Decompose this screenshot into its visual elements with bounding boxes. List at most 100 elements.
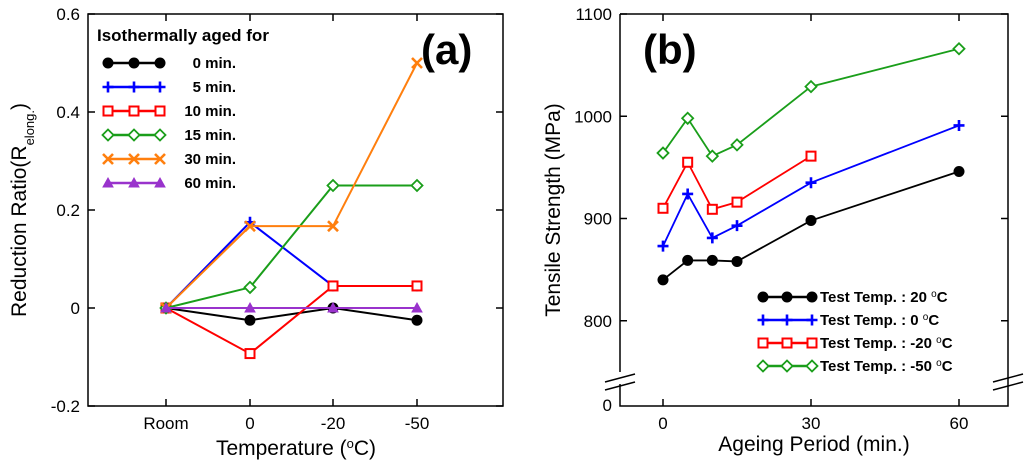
legend-label-b: Test Temp. : -20 oC xyxy=(820,335,953,353)
plot-frame-b xyxy=(619,13,1009,407)
data-point-a xyxy=(411,314,423,326)
data-point-b xyxy=(805,177,817,189)
panel-b: (b) 1100 1000 900 800 0 0 30 60 Ageing Period … xyxy=(542,5,1024,456)
legend-marker-b xyxy=(781,337,793,349)
x-tick-label-b: 30 xyxy=(802,414,821,433)
data-point-b xyxy=(730,138,744,152)
legend-marker-a xyxy=(154,57,166,69)
legend-marker-b xyxy=(756,359,770,373)
data-point-a xyxy=(244,301,256,313)
legend-marker-b xyxy=(780,359,794,373)
legend-marker-a xyxy=(102,57,114,69)
series-line-a xyxy=(165,184,417,309)
legend-marker-b xyxy=(781,291,793,303)
legend-marker-a xyxy=(102,105,114,117)
legend-marker-b xyxy=(757,291,769,303)
legend-marker-b xyxy=(806,314,818,326)
data-point-b xyxy=(731,196,743,208)
x-tick-label-b: 0 xyxy=(658,414,667,433)
y-axis-label-a: Reduction Ratio(Relong.) xyxy=(8,103,37,317)
y-tick-label-b: 900 xyxy=(584,210,612,229)
data-point-a xyxy=(327,280,339,292)
data-point-a xyxy=(411,280,423,292)
series-line-b xyxy=(662,124,960,247)
legend-marker-b xyxy=(757,314,769,326)
legend-marker-a xyxy=(102,153,114,165)
y-tick-label-a: -0.2 xyxy=(51,397,80,416)
data-point-b xyxy=(706,232,718,244)
data-point-b xyxy=(952,41,966,56)
legend-label-a: 15 min. xyxy=(184,127,236,144)
legend-marker-b xyxy=(806,291,818,303)
legend-label-a: 30 min. xyxy=(184,151,236,168)
x-axis-label-b: Ageing Period (min.) xyxy=(718,433,909,456)
data-point-a xyxy=(244,314,256,326)
x-tick-label-a: -50 xyxy=(405,414,430,433)
data-point-a xyxy=(243,280,257,295)
legend-label-a: 0 min. xyxy=(193,55,236,72)
data-point-b xyxy=(953,165,965,177)
data-point-b xyxy=(682,188,694,200)
series-line-a xyxy=(165,284,417,355)
data-point-b xyxy=(731,255,743,267)
panel-a: (a) 0.6 0.4 0.2 0 -0.2 Room 0 -20 -50 Temperatu… xyxy=(8,5,504,461)
data-point-b xyxy=(705,149,720,163)
data-point-b xyxy=(804,79,818,94)
data-point-a xyxy=(410,178,424,193)
legend-marker-a xyxy=(101,128,115,142)
panel-label-b: (b) xyxy=(643,26,697,73)
legend-marker-b xyxy=(806,337,818,349)
legend-title-a: Isothermally aged for xyxy=(97,26,269,45)
series-line-a xyxy=(165,306,418,322)
legend-label-b: Test Temp. : 0 oC xyxy=(820,312,939,330)
data-point-a xyxy=(244,220,256,233)
data-point-b xyxy=(656,146,670,160)
legend-marker-a xyxy=(154,105,166,117)
axis-break-marks xyxy=(604,373,1024,391)
panel-label-a: (a) xyxy=(421,26,472,73)
y-tick-label-a: 0.2 xyxy=(56,201,80,220)
legend-label-b: Test Temp. : 20 oC xyxy=(820,289,948,307)
x-tick-label-a: 0 xyxy=(245,414,254,433)
data-point-b xyxy=(953,119,965,131)
y-tick-label-b-break: 0 xyxy=(603,396,612,415)
legend-label-a: 5 min. xyxy=(193,79,236,96)
data-point-b xyxy=(805,215,817,227)
legend-marker-a xyxy=(102,176,114,188)
legend-marker-a xyxy=(154,176,166,188)
data-point-b xyxy=(706,254,718,266)
y-tick-label-a: 0.6 xyxy=(56,5,80,24)
data-point-b xyxy=(657,240,669,252)
data-point-b xyxy=(657,274,669,286)
legend-marker-a xyxy=(128,153,140,165)
y-tick-label-a: 0 xyxy=(71,299,80,318)
legend-label-a: 10 min. xyxy=(184,103,236,120)
x-tick-label-a: -20 xyxy=(321,414,346,433)
legend-marker-a xyxy=(153,128,167,142)
legend-label-b: Test Temp. : -50 oC xyxy=(820,358,953,376)
x-axis-label-a: Temperature (oC) xyxy=(216,436,376,461)
data-point-a xyxy=(411,57,423,69)
y-tick-label-b: 800 xyxy=(584,312,612,331)
data-point-a xyxy=(327,301,339,313)
series-line-a xyxy=(165,62,418,309)
legend-marker-a xyxy=(128,57,140,69)
data-point-a xyxy=(160,301,172,313)
x-tick-label-a: Room xyxy=(143,414,188,433)
data-point-b xyxy=(657,202,669,214)
legend-marker-b xyxy=(757,337,769,349)
data-point-a xyxy=(411,301,423,313)
legend-marker-b xyxy=(781,314,793,326)
legend-marker-a xyxy=(128,176,140,188)
legend-marker-a xyxy=(102,81,114,93)
y-tick-label-b: 1100 xyxy=(575,5,612,24)
series-line-b xyxy=(662,47,960,158)
legend-marker-a xyxy=(154,81,166,93)
data-point-b xyxy=(682,156,694,168)
data-point-b xyxy=(680,111,695,126)
legend-label-a: 60 min. xyxy=(184,175,236,192)
data-point-a xyxy=(244,348,256,360)
legend-marker-a xyxy=(127,128,141,142)
data-point-a xyxy=(327,220,339,233)
